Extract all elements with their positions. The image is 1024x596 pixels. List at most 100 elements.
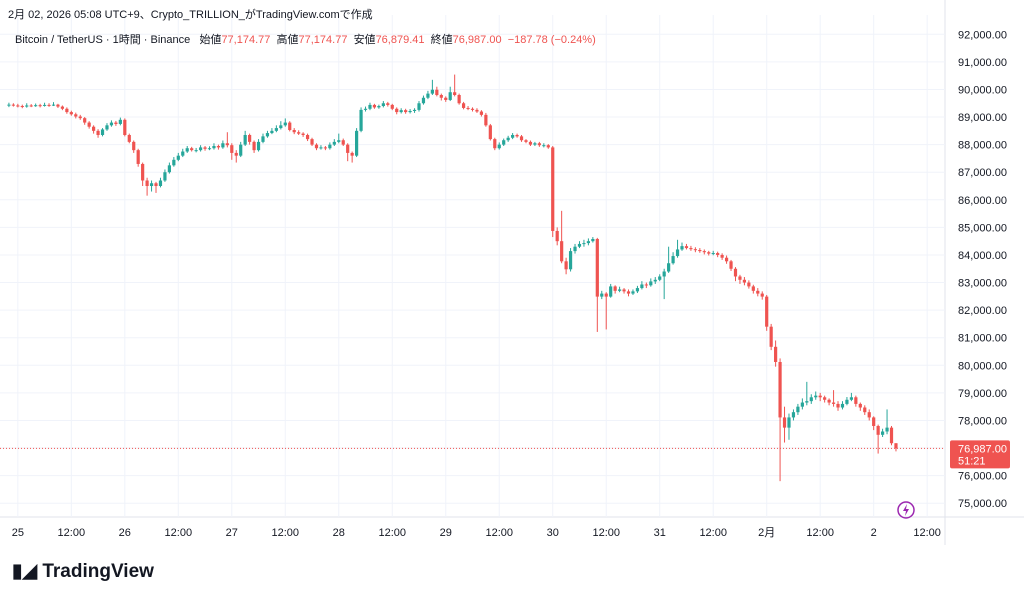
candle-body <box>760 293 764 297</box>
candle-body <box>323 147 328 149</box>
y-tick-label: 88,000.00 <box>958 140 1007 152</box>
candle-body <box>274 128 278 131</box>
candle-body <box>800 402 804 407</box>
candle-body <box>453 92 457 95</box>
y-tick-label: 90,000.00 <box>958 84 1007 96</box>
candle-body <box>288 122 292 131</box>
candle-body <box>600 293 604 297</box>
candle-body <box>221 143 225 148</box>
candle-body <box>16 105 20 107</box>
candle-body <box>421 97 426 104</box>
candle-body <box>537 143 541 146</box>
candle-body <box>742 279 747 283</box>
candle-body <box>667 263 671 272</box>
candle-body <box>448 92 452 100</box>
candle-body <box>136 150 140 164</box>
candle-body <box>711 253 715 255</box>
candle-body <box>631 291 635 294</box>
candle-body <box>198 147 203 151</box>
candle-body <box>653 279 657 282</box>
candle-body <box>78 116 82 119</box>
candle-body <box>377 106 381 108</box>
candle-body <box>457 94 461 104</box>
caption: 2月 02, 2026 05:08 UTC+9、Crypto_TRILLION_… <box>8 9 373 21</box>
candle-body <box>613 286 617 291</box>
candle-body <box>368 104 372 109</box>
candle-body <box>163 172 167 181</box>
candle-body <box>533 143 537 145</box>
legend-value: 76,879.41 <box>375 34 425 46</box>
x-tick-label: 12:00 <box>592 527 620 539</box>
candle-body <box>635 288 640 292</box>
y-tick-label: 78,000.00 <box>958 415 1007 427</box>
candle-body <box>729 261 733 269</box>
x-tick-label: 29 <box>440 527 452 539</box>
candle-body <box>649 281 653 286</box>
candle-body <box>25 105 29 107</box>
last-price-box <box>950 440 1010 469</box>
candle-body <box>528 141 533 145</box>
x-tick-label: 12:00 <box>699 527 727 539</box>
candle-body <box>595 238 599 297</box>
candle-body <box>502 140 506 145</box>
candle-body <box>586 241 590 244</box>
candle-body <box>551 147 555 231</box>
candle-body <box>439 94 443 98</box>
candle-body <box>475 109 479 112</box>
candle-body <box>814 395 818 398</box>
candle-body <box>265 133 270 137</box>
candle-body <box>310 139 314 145</box>
candle-body <box>568 251 573 270</box>
x-tick-label: 12:00 <box>485 527 513 539</box>
x-tick-label: 25 <box>12 527 24 539</box>
candle-body <box>141 163 145 181</box>
legend-label: 安値 <box>353 34 376 46</box>
candle-body <box>172 159 176 166</box>
candle-body <box>359 109 363 131</box>
legend-value: 77,174.77 <box>298 34 348 46</box>
candle-body <box>604 293 608 297</box>
candle-body <box>885 427 889 432</box>
countdown-label: 51:21 <box>958 455 986 467</box>
y-tick-label: 82,000.00 <box>958 305 1007 317</box>
candle-body <box>7 104 11 106</box>
y-tick-label: 91,000.00 <box>958 57 1007 69</box>
candle-body <box>684 246 689 249</box>
candle-body <box>83 118 87 123</box>
candle-body <box>145 180 149 187</box>
candle-body <box>573 246 577 252</box>
candle-body <box>524 140 528 142</box>
candle-body <box>519 136 524 141</box>
candle-body <box>546 145 550 148</box>
candle-body <box>702 251 706 253</box>
x-tick-label: 31 <box>654 527 666 539</box>
symbol: Bitcoin / TetherUS · 1時間 · Binance <box>15 34 191 46</box>
candle-body <box>412 109 417 111</box>
candle-body <box>381 103 385 107</box>
y-tick-label: 83,000.00 <box>958 278 1007 290</box>
x-tick-label: 28 <box>333 527 345 539</box>
candle-body <box>805 401 809 403</box>
candle-body <box>234 152 238 156</box>
candle-body <box>350 152 354 156</box>
candle-body <box>42 104 47 106</box>
candle-body <box>617 289 622 291</box>
candle-body <box>60 106 65 109</box>
candle-body <box>225 143 229 146</box>
candle-body <box>733 268 738 277</box>
candle-body <box>751 286 755 291</box>
x-tick-label: 2 <box>871 527 877 539</box>
candle-body <box>252 141 256 151</box>
alert-icon-bolt <box>903 504 909 516</box>
candle-body <box>876 425 880 435</box>
y-tick-label: 87,000.00 <box>958 167 1007 179</box>
candle-body <box>328 144 332 149</box>
candle-body <box>782 417 787 428</box>
candle-body <box>74 114 78 117</box>
alert-icon[interactable] <box>897 501 915 519</box>
candle-body <box>854 397 858 404</box>
candle-body <box>863 407 867 413</box>
x-tick-label: 12:00 <box>272 527 300 539</box>
candle-body <box>791 412 796 418</box>
candle-body <box>738 276 742 280</box>
